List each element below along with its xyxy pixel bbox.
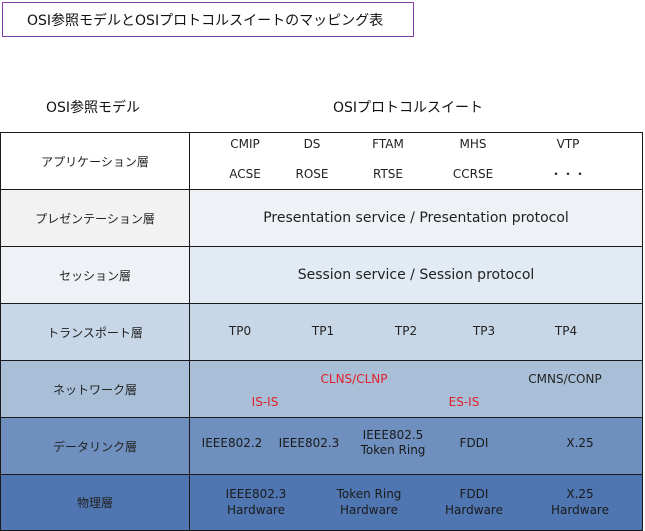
proto-ieee8023-phy: IEEE802.3 bbox=[225, 487, 287, 501]
proto-tp4: TP4 bbox=[554, 324, 578, 338]
proto-is-is: IS-IS bbox=[251, 395, 279, 409]
proto-fddi-dl: FDDI bbox=[459, 436, 489, 450]
protocols-transport: TP0 TP1 TP2 TP3 TP4 bbox=[190, 304, 642, 360]
protocols-presentation: Presentation service / Presentation prot… bbox=[190, 190, 642, 246]
proto-ellipsis: ・・・ bbox=[549, 167, 587, 181]
header-osi-model: OSI参照モデル bbox=[46, 100, 141, 116]
label-datalink: データリンク層 bbox=[1, 418, 190, 474]
label-presentation: プレゼンテーション層 bbox=[1, 190, 190, 246]
proto-hardware-3: Hardware bbox=[445, 503, 503, 517]
mapping-table: アプリケーション層 CMIP DS FTAM MHS VTP ACSE ROSE… bbox=[0, 132, 643, 531]
proto-ieee8023: IEEE802.3 bbox=[278, 436, 340, 450]
session-service-text: Session service / Session protocol bbox=[297, 267, 535, 283]
proto-x25-phy: X.25 bbox=[566, 487, 594, 501]
proto-tp2: TP2 bbox=[394, 324, 418, 338]
proto-cmip: CMIP bbox=[230, 137, 260, 151]
proto-acse: ACSE bbox=[229, 167, 261, 181]
proto-hardware-2: Hardware bbox=[340, 503, 398, 517]
protocols-application: CMIP DS FTAM MHS VTP ACSE ROSE RTSE CCRS… bbox=[190, 133, 642, 189]
proto-x25-dl: X.25 bbox=[566, 436, 594, 450]
proto-token-ring-dl: Token Ring bbox=[360, 443, 426, 457]
label-application: アプリケーション層 bbox=[1, 133, 190, 189]
proto-clns-clnp: CLNS/CLNP bbox=[320, 372, 388, 386]
row-session: セッション層 Session service / Session protoco… bbox=[1, 246, 642, 303]
proto-vtp: VTP bbox=[556, 137, 580, 151]
row-datalink: データリンク層 IEEE802.2 IEEE802.3 IEEE802.5 To… bbox=[1, 417, 642, 474]
proto-ieee8025: IEEE802.5 bbox=[362, 428, 424, 442]
label-physical: 物理層 bbox=[1, 475, 190, 530]
proto-tp3: TP3 bbox=[472, 324, 496, 338]
proto-hardware-1: Hardware bbox=[227, 503, 285, 517]
label-network: ネットワーク層 bbox=[1, 361, 190, 417]
proto-ftam: FTAM bbox=[372, 137, 404, 151]
proto-ds: DS bbox=[303, 137, 321, 151]
protocols-session: Session service / Session protocol bbox=[190, 247, 642, 303]
proto-rtse: RTSE bbox=[373, 167, 403, 181]
proto-tp1: TP1 bbox=[311, 324, 335, 338]
proto-mhs: MHS bbox=[459, 137, 487, 151]
proto-rose: ROSE bbox=[295, 167, 329, 181]
proto-hardware-4: Hardware bbox=[551, 503, 609, 517]
proto-cmns-conp: CMNS/CONP bbox=[528, 372, 602, 386]
row-physical: 物理層 IEEE802.3 Hardware Token Ring Hardwa… bbox=[1, 474, 642, 530]
protocols-network: CLNS/CLNP CMNS/CONP IS-IS ES-IS bbox=[190, 361, 642, 417]
page-title: OSI参照モデルとOSIプロトコルスイートのマッピング表 bbox=[2, 2, 414, 37]
page-title-text: OSI参照モデルとOSIプロトコルスイートのマッピング表 bbox=[27, 12, 384, 29]
proto-ieee8022: IEEE802.2 bbox=[201, 436, 263, 450]
proto-token-ring-phy: Token Ring bbox=[336, 487, 402, 501]
presentation-service-text: Presentation service / Presentation prot… bbox=[263, 210, 569, 226]
proto-ccrse: CCRSE bbox=[452, 167, 494, 181]
row-presentation: プレゼンテーション層 Presentation service / Presen… bbox=[1, 189, 642, 246]
header-osi-suite: OSIプロトコルスイート bbox=[333, 100, 484, 116]
row-transport: トランスポート層 TP0 TP1 TP2 TP3 TP4 bbox=[1, 303, 642, 360]
row-network: ネットワーク層 CLNS/CLNP CMNS/CONP IS-IS ES-IS bbox=[1, 360, 642, 417]
protocols-datalink: IEEE802.2 IEEE802.3 IEEE802.5 Token Ring… bbox=[190, 418, 642, 474]
protocols-physical: IEEE802.3 Hardware Token Ring Hardware F… bbox=[190, 475, 642, 530]
label-transport: トランスポート層 bbox=[1, 304, 190, 360]
label-session: セッション層 bbox=[1, 247, 190, 303]
proto-tp0: TP0 bbox=[228, 324, 252, 338]
proto-fddi-phy: FDDI bbox=[459, 487, 489, 501]
row-application: アプリケーション層 CMIP DS FTAM MHS VTP ACSE ROSE… bbox=[1, 133, 642, 189]
proto-es-is: ES-IS bbox=[448, 395, 480, 409]
